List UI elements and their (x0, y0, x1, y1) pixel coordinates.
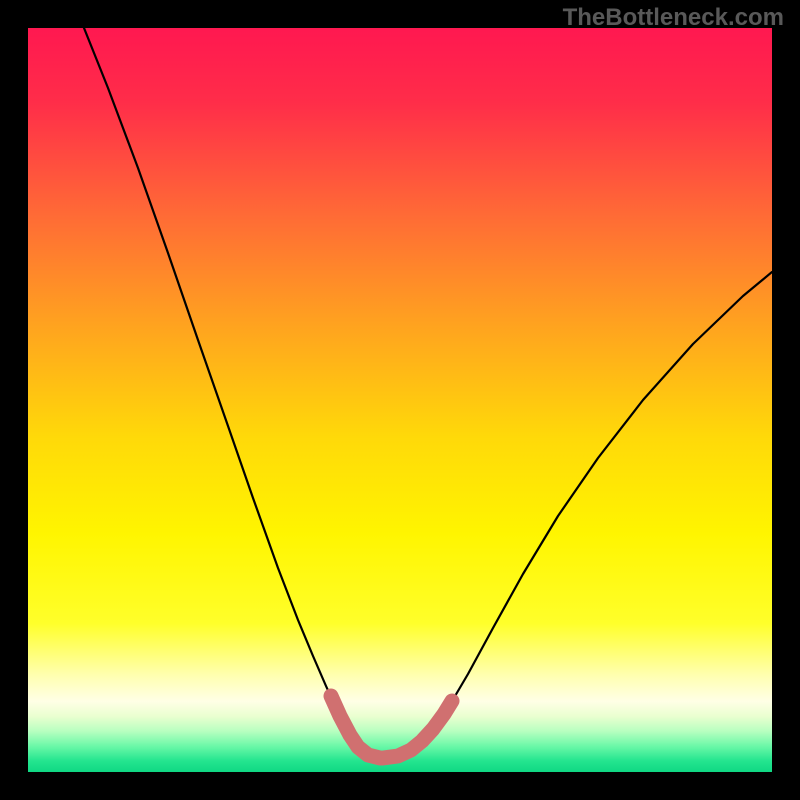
watermark-text: TheBottleneck.com (563, 4, 784, 32)
chart-frame (0, 0, 800, 800)
chart-svg (0, 0, 800, 800)
gradient-background (28, 28, 772, 772)
